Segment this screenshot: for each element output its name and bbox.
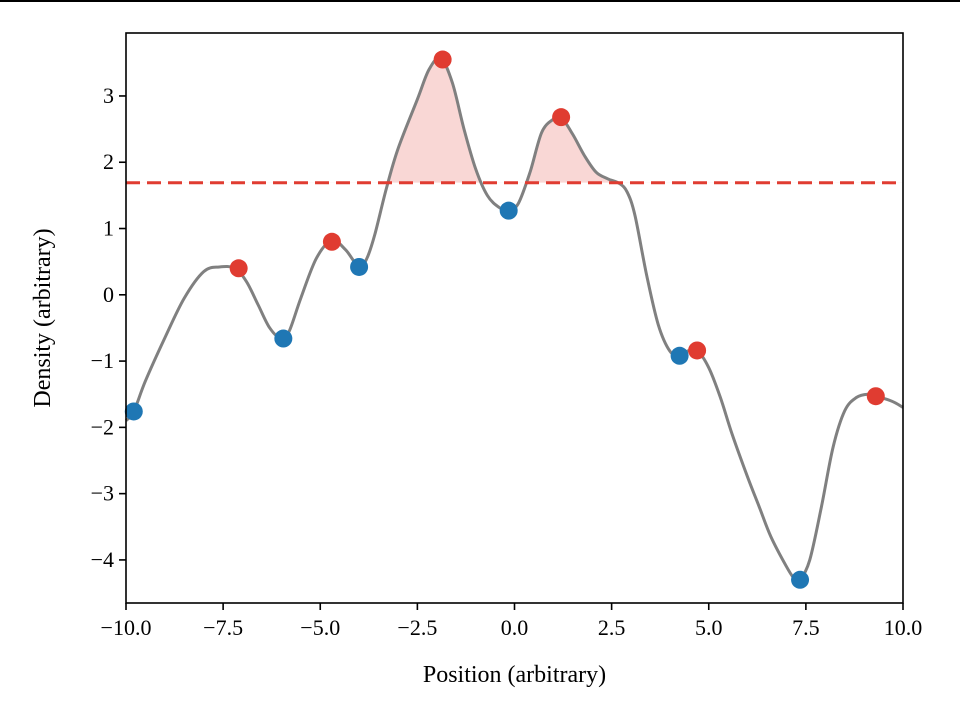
trough-point — [791, 570, 810, 589]
x-tick-label: −2.5 — [397, 615, 437, 640]
shaded-area-above-threshold — [126, 57, 903, 183]
curve-layer — [124, 56, 904, 583]
x-axis-label: Position (arbitrary) — [423, 662, 606, 688]
trough-point — [350, 257, 369, 276]
x-tick-label: 0.0 — [501, 615, 529, 640]
trough-point — [499, 201, 518, 220]
x-tick-label: −7.5 — [203, 615, 243, 640]
peak-point — [552, 108, 571, 127]
x-tick-label: 5.0 — [695, 615, 723, 640]
y-axis-label: Density (arbitrary) — [30, 228, 56, 407]
trough-point — [670, 346, 689, 365]
x-tick-label: −10.0 — [101, 615, 152, 640]
point-layer — [124, 50, 885, 589]
trough-point — [274, 329, 293, 348]
x-tick-label: 7.5 — [792, 615, 820, 640]
peak-point — [433, 50, 452, 69]
y-tick-label: 1 — [103, 216, 114, 241]
y-axis-ticks: 3 2 1 0 −1 −2 −3 −4 — [91, 83, 126, 572]
peak-point — [229, 259, 248, 278]
x-axis-ticks: −10.0 −7.5 −5.0 −2.5 0.0 2.5 5.0 7.5 10.0 — [101, 603, 923, 640]
trough-point — [124, 402, 143, 421]
plot-frame — [125, 32, 904, 604]
y-tick-label: 2 — [103, 149, 114, 174]
peak-point — [322, 232, 341, 251]
shaded-region-layer — [126, 57, 903, 183]
peak-point — [866, 387, 885, 406]
y-tick-label: −1 — [91, 348, 114, 373]
y-tick-label: −4 — [91, 547, 114, 572]
peak-point — [688, 341, 707, 360]
x-tick-label: 2.5 — [598, 615, 626, 640]
top-border — [0, 0, 960, 2]
x-tick-label: −5.0 — [300, 615, 340, 640]
y-tick-label: −3 — [91, 481, 114, 506]
y-tick-label: 0 — [103, 282, 114, 307]
x-tick-label: 10.0 — [884, 615, 923, 640]
y-tick-label: 3 — [103, 83, 114, 108]
density-curve — [124, 56, 904, 583]
y-tick-label: −2 — [91, 414, 114, 439]
